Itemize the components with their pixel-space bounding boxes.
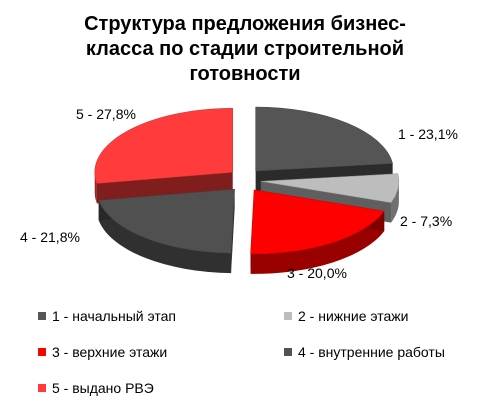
legend-label-4: 4 - внутренние работы: [298, 344, 445, 360]
data-label-1: 1 - 23,1%: [398, 126, 458, 142]
pie-chart: [94, 106, 400, 274]
legend-item-3: 3 - верхние этажи: [38, 344, 167, 360]
legend-swatch-3: [38, 348, 46, 356]
legend-swatch-4: [284, 348, 292, 356]
chart-title-line-1: Структура предложения бизнес-: [84, 13, 406, 35]
legend: 1 - начальный этап 2 - нижние этажи 3 - …: [38, 302, 478, 402]
legend-label-5: 5 - выдано РВЭ: [52, 380, 154, 396]
data-label-2: 2 - 7,3%: [400, 213, 453, 229]
legend-item-1: 1 - начальный этап: [38, 308, 176, 324]
chart-title-line-2: класса по стадии строительной: [85, 38, 405, 60]
pie-slice-5: [94, 108, 233, 184]
legend-item-5: 5 - выдано РВЭ: [38, 380, 154, 396]
legend-label-3: 3 - верхние этажи: [52, 344, 168, 360]
chart-title-line-3: готовности: [189, 63, 301, 85]
data-label-3: 3 - 20,0%: [287, 265, 347, 281]
legend-swatch-5: [38, 384, 46, 392]
pie-slice-2: [260, 173, 400, 203]
legend-label-1: 1 - начальный этап: [52, 308, 176, 324]
legend-swatch-2: [284, 312, 292, 320]
pie-slice-4: [98, 188, 235, 254]
pie-slice-side-5: [94, 172, 233, 204]
data-label-4: 4 - 21,8%: [20, 229, 80, 245]
pie-slice-3: [250, 189, 385, 255]
legend-label-2: 2 - нижние этажи: [298, 308, 409, 324]
legend-item-2: 2 - нижние этажи: [284, 308, 408, 324]
legend-item-4: 4 - внутренние работы: [284, 344, 445, 360]
pie-slice-1: [255, 106, 393, 172]
chart-title: Структура предложения бизнес- класса по …: [40, 12, 450, 87]
legend-swatch-1: [38, 312, 46, 320]
data-label-5: 5 - 27,8%: [76, 106, 136, 122]
